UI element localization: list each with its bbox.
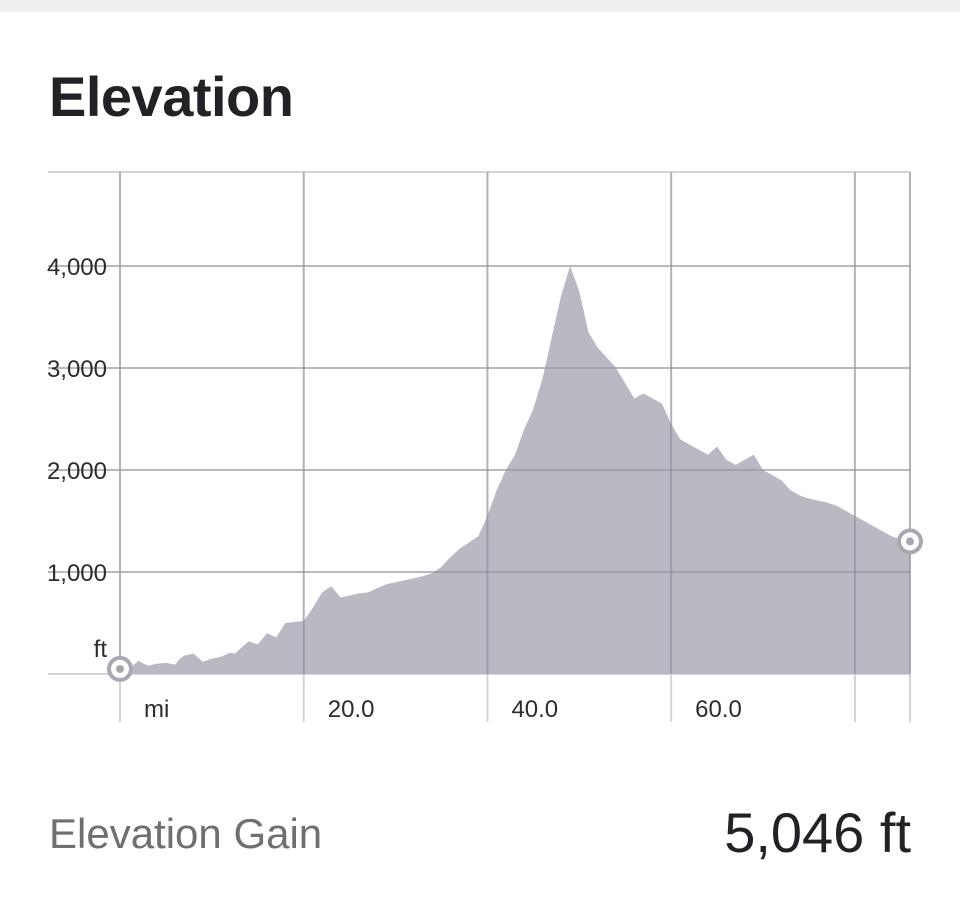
- elevation-card: Elevation 1,000 2,000 3,000 4,000 ft mi 20.0 40…: [0, 12, 960, 911]
- y-tick-label: 1,000: [47, 560, 107, 587]
- end-marker[interactable]: [897, 528, 923, 555]
- area-layer: [120, 266, 910, 674]
- card-title: Elevation: [49, 65, 294, 128]
- label-layer: 1,000 2,000 3,000 4,000 ft mi 20.0 40.0 60.0: [47, 254, 742, 723]
- x-tick-label: 60.0: [695, 696, 742, 723]
- y-tick-label: 4,000: [47, 254, 107, 281]
- end-marker-dot: [906, 537, 914, 546]
- start-marker-dot: [116, 664, 124, 673]
- y-tick-label: 3,000: [47, 356, 107, 383]
- elevation-gain-row: Elevation Gain 5,046 ft: [49, 792, 911, 882]
- x-tick-label: 40.0: [511, 696, 558, 723]
- elevation-gain-value: 5,046 ft: [724, 801, 911, 864]
- y-unit-label: ft: [94, 636, 108, 663]
- elevation-chart[interactable]: 1,000 2,000 3,000 4,000 ft mi 20.0 40.0 60.0: [0, 152, 960, 742]
- top-strip: [0, 0, 960, 12]
- x-tick-label: 20.0: [328, 696, 375, 723]
- start-marker[interactable]: [107, 655, 133, 682]
- x-unit-label: mi: [144, 696, 169, 723]
- marker-layer: [107, 528, 923, 682]
- y-tick-label: 2,000: [47, 458, 107, 485]
- elevation-gain-label: Elevation Gain: [49, 810, 323, 857]
- elevation-area: [120, 266, 910, 674]
- vgrid-overlay: [48, 172, 911, 674]
